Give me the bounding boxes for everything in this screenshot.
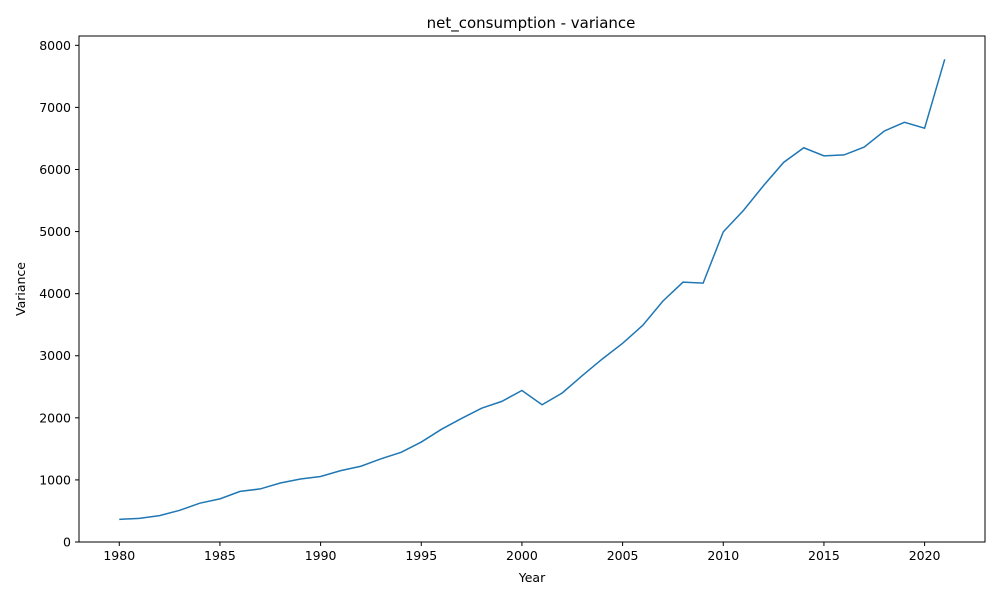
x-axis-label: Year <box>518 570 546 585</box>
x-tick-label: 1985 <box>204 548 236 563</box>
x-tick-label: 1995 <box>405 548 437 563</box>
y-tick-label: 1000 <box>39 472 71 487</box>
y-tick-label: 4000 <box>39 286 71 301</box>
y-tick-label: 5000 <box>39 224 71 239</box>
y-tick-label: 2000 <box>39 410 71 425</box>
x-tick-label: 2010 <box>707 548 739 563</box>
y-tick-label: 0 <box>63 535 71 550</box>
x-tick-label: 2000 <box>506 548 538 563</box>
x-tick-label: 1980 <box>103 548 135 563</box>
x-axis-ticks: 1980 1985 1990 1995 2000 2005 2010 2015 2020 <box>103 542 941 563</box>
series-line <box>119 59 946 521</box>
x-tick-label: 2005 <box>607 548 639 563</box>
y-tick-label: 8000 <box>39 38 71 53</box>
y-tick-label: 3000 <box>39 348 71 363</box>
y-tick-label: 6000 <box>39 162 71 177</box>
plot-frame <box>78 35 986 543</box>
chart-title: net_consumption - variance <box>427 14 636 33</box>
y-axis-ticks: 0 1000 2000 3000 4000 5000 6000 7000 8000 <box>39 38 79 550</box>
x-tick-label: 2020 <box>909 548 941 563</box>
y-axis-label: Variance <box>13 262 28 316</box>
x-tick-label: 2015 <box>808 548 840 563</box>
x-tick-label: 1990 <box>305 548 337 563</box>
y-tick-label: 7000 <box>39 100 71 115</box>
